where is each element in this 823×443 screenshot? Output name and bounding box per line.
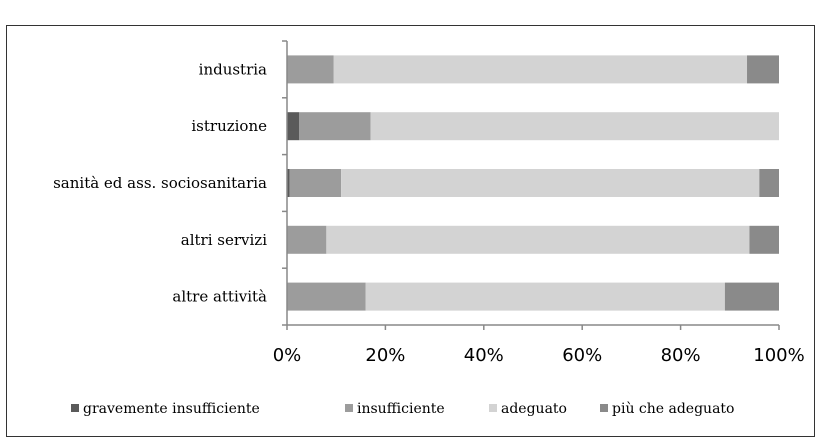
category-label: altre attività: [172, 288, 267, 306]
bar-altri-servizi-piu-che-adeguato: [749, 225, 779, 254]
legend-label: insufficiente: [357, 401, 445, 417]
chart-frame: [6, 25, 815, 437]
x-tick-label: 0%: [273, 345, 302, 366]
axes-layer: [282, 40, 780, 330]
x-tick-label: 40%: [464, 345, 504, 366]
category-label: industria: [199, 60, 267, 78]
bar-istruzione-gravemente-insufficiente: [287, 112, 300, 141]
bar-istruzione-adeguato: [370, 112, 779, 141]
bar-istruzione-insufficiente: [299, 112, 371, 141]
category-label: istruzione: [191, 117, 267, 135]
x-tick-label: 60%: [562, 345, 602, 366]
bar-altre-attivita-insufficiente: [287, 282, 366, 311]
bar-altre-attivita-adeguato: [365, 282, 725, 311]
bars-layer: [287, 55, 779, 311]
bar-sanita-ed-ass-sociosanitaria-insufficiente: [289, 169, 342, 197]
x-tick-label: 100%: [753, 345, 804, 366]
legend-label: più che adeguato: [612, 401, 734, 417]
category-label: sanità ed ass. sociosanitaria: [53, 174, 267, 192]
bar-sanita-ed-ass-sociosanitaria-adeguato: [341, 169, 760, 197]
bar-industria-insufficiente: [287, 55, 334, 84]
labels-layer: industria istruzione sanità ed ass. socios…: [53, 60, 805, 366]
legend-label: adeguato: [501, 401, 567, 417]
legend-label: gravemente insufficiente: [83, 401, 260, 417]
x-tick-label: 80%: [661, 345, 701, 366]
legend-swatch-adeguato: [489, 404, 497, 412]
legend-swatch-gravemente-insufficiente: [71, 404, 79, 412]
bar-industria-piu-che-adeguato: [747, 55, 779, 84]
bar-industria-adeguato: [333, 55, 748, 84]
legend-swatch-piu-che-adeguato: [600, 404, 608, 412]
bar-altri-servizi-adeguato: [326, 225, 750, 254]
bar-sanita-ed-ass-sociosanitaria-piu-che-adeguato: [759, 169, 779, 197]
x-tick-label: 20%: [365, 345, 405, 366]
bar-altri-servizi-insufficiente: [287, 225, 327, 254]
bar-sanita-ed-ass-sociosanitaria-gravemente-insufficiente: [287, 169, 290, 197]
category-label: altri servizi: [181, 231, 267, 249]
bar-altre-attivita-piu-che-adeguato: [724, 282, 779, 311]
legend-swatch-insufficiente: [345, 404, 353, 412]
legend: gravemente insufficiente insufficiente ade…: [71, 401, 734, 417]
